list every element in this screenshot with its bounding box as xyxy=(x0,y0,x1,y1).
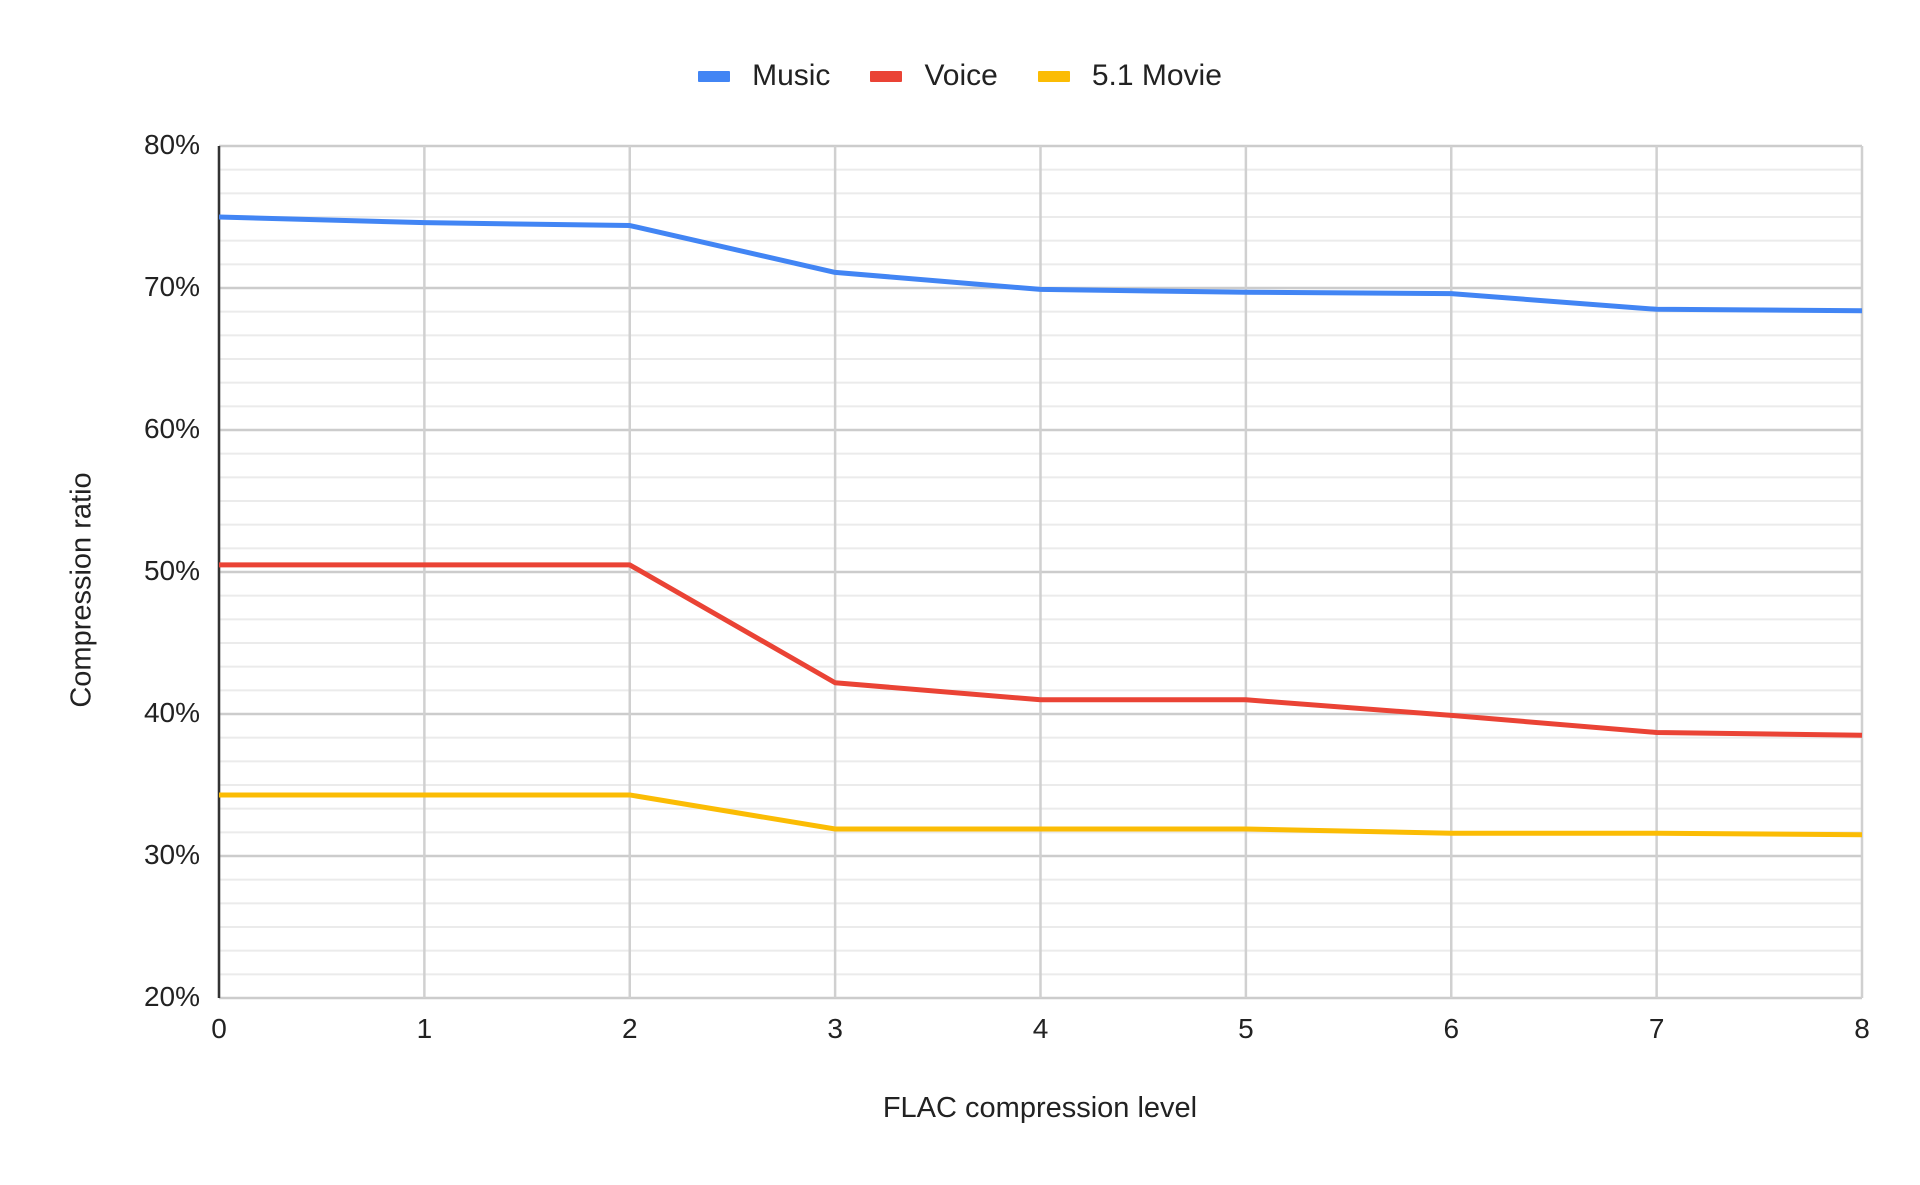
x-tick-label: 2 xyxy=(621,1013,638,1044)
legend-item-music[interactable]: Music xyxy=(698,59,830,93)
y-tick-label: 70% xyxy=(143,271,200,302)
x-tick-label: 4 xyxy=(1032,1013,1049,1044)
series-line-music[interactable] xyxy=(218,214,1863,314)
legend-label: Music xyxy=(752,59,831,92)
x-tick-label: 0 xyxy=(211,1013,227,1044)
x-tick-label: 1 xyxy=(416,1013,433,1044)
y-tick-label: 20% xyxy=(143,981,200,1012)
x-tick-label: 3 xyxy=(827,1013,843,1044)
series-lines xyxy=(218,214,1863,838)
x-tick-label: 5 xyxy=(1238,1013,1254,1044)
legend: Music Voice 5.1 Movie xyxy=(0,56,1920,96)
series-line-voice[interactable] xyxy=(219,562,1863,738)
legend-label: Voice xyxy=(924,59,998,92)
x-tick-label: 6 xyxy=(1443,1013,1460,1044)
y-tick-label: 60% xyxy=(143,413,200,444)
legend-swatch-movie xyxy=(1037,70,1070,82)
y-axis-title: Compression ratio xyxy=(65,472,98,708)
legend-swatch-music xyxy=(698,70,731,82)
x-tick-label: 7 xyxy=(1648,1013,1665,1044)
y-tick-label: 40% xyxy=(143,697,200,728)
y-tick-label: 30% xyxy=(143,839,200,870)
y-tick-label: 80% xyxy=(143,129,200,160)
y-tick-label: 50% xyxy=(143,555,200,586)
series-line-5-1-movie[interactable] xyxy=(219,792,1863,838)
legend-item-voice[interactable]: Voice xyxy=(870,59,998,93)
x-tick-label: 8 xyxy=(1854,1013,1870,1044)
x-axis-title: FLAC compression level xyxy=(882,1092,1198,1124)
legend-item-movie[interactable]: 5.1 Movie xyxy=(1037,59,1222,93)
legend-swatch-voice xyxy=(870,70,903,82)
legend-label: 5.1 Movie xyxy=(1091,59,1222,92)
